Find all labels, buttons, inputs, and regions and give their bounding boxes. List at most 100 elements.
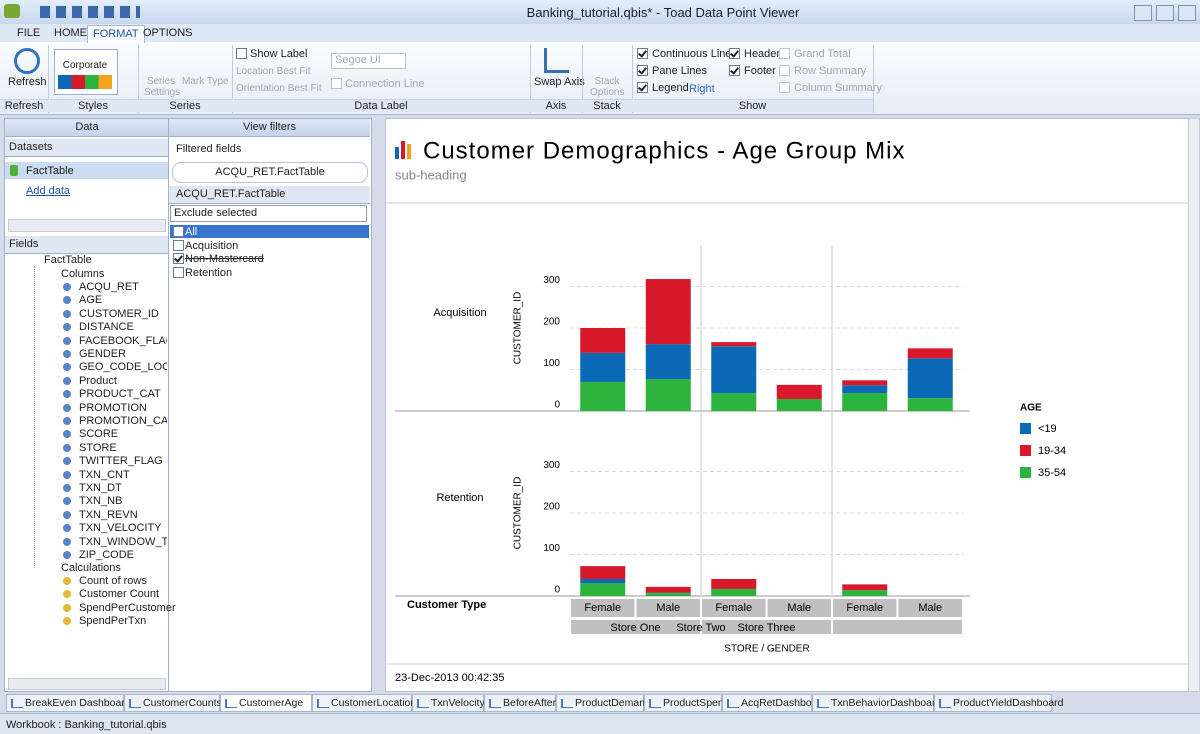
refresh-button[interactable]: Refresh [8,76,47,88]
row-label: Retention [436,492,483,504]
minimize-button[interactable] [1134,5,1152,21]
show-checkbox[interactable] [637,82,648,93]
workbook-tab[interactable]: CustomerAge [220,694,312,712]
workbook-tab[interactable]: ProductYieldDashboard [934,694,1052,712]
bar-segment [646,593,691,596]
filter-checkbox[interactable] [173,253,184,264]
calc-item[interactable]: SpendPerCustomer [79,602,176,614]
y-tick-label: 300 [543,460,560,471]
x-tick-label: Male [918,602,942,614]
scrollbar[interactable] [8,219,166,232]
show-label[interactable]: Show Label [250,48,308,60]
field-item[interactable]: CUSTOMER_ID [79,308,167,320]
field-item[interactable]: STORE [79,442,167,454]
tree-node: Columns [61,268,104,280]
legend-position[interactable]: Right [689,83,715,95]
y-tick-label: 0 [554,400,560,411]
field-item[interactable]: TXN_NB [79,495,167,507]
calc-item[interactable]: SpendPerTxn [79,615,146,627]
show-checkbox[interactable] [637,65,648,76]
bar-segment [842,584,887,590]
bar-segment [580,583,625,596]
show-option[interactable]: Header [744,48,780,60]
swap-axis[interactable]: Swap Axis [534,76,585,88]
legend-title: AGE [1020,403,1042,414]
tree-line [34,266,36,568]
filter-item[interactable]: Acquisition [185,240,238,252]
filter-checkbox[interactable] [173,226,184,237]
filtered-fields-label: Filtered fields [176,143,241,155]
ribbon-tab[interactable]: FILE [12,25,45,42]
field-item[interactable]: TWITTER_FLAG [79,455,167,467]
filter-item[interactable]: Retention [185,267,232,279]
field-icon [63,310,71,318]
field-item[interactable]: PROMOTION_CAT [79,415,167,427]
field-item[interactable]: FACEBOOK_FLAG [79,335,167,347]
ribbon-tab[interactable]: FORMAT [87,25,145,43]
show-checkbox[interactable] [637,48,648,59]
scrollbar[interactable] [1188,118,1200,692]
field-item[interactable]: ACQU_RET [79,281,167,293]
filtered-field[interactable]: ACQU_RET.FactTable [172,162,368,183]
maximize-button[interactable] [1156,5,1174,21]
field-item[interactable]: TXN_CNT [79,469,167,481]
workbook-tab[interactable]: CustomerLocation [312,694,412,712]
add-data-link[interactable]: Add data [26,185,70,197]
workbook-tab[interactable]: ProductDemand [556,694,644,712]
field-item[interactable]: TXN_WINDOW_TXI [79,536,167,548]
bar-segment [646,587,691,593]
field-item[interactable]: TXN_DT [79,482,167,494]
show-option[interactable]: Legend [652,82,689,94]
field-item[interactable]: TXN_REVN [79,509,167,521]
filter-checkbox[interactable] [173,267,184,278]
show-option[interactable]: Continuous Lines [652,48,737,60]
field-item[interactable]: PROMOTION [79,402,167,414]
field-item[interactable]: TXN_VELOCITY [79,522,167,534]
workbook-tab[interactable]: BreakEven Dashboard [6,694,124,712]
workbook-tab[interactable]: TxnBehaviorDashboard [812,694,934,712]
bar-segment [646,379,691,411]
filter-item[interactable]: All [185,226,197,238]
field-item[interactable]: ZIP_CODE [79,549,167,561]
field-item[interactable]: DISTANCE [79,321,167,333]
workbook-tab[interactable]: AcqRetDashboard [722,694,812,712]
field-item[interactable]: SCORE [79,428,167,440]
workbook-tab[interactable]: ProductSpend [644,694,722,712]
filter-mode[interactable]: Exclude selected [170,205,367,222]
dataset-name[interactable]: FactTable [26,165,74,177]
datasets-header: Datasets [5,139,169,157]
x-tick-label: Male [656,602,680,614]
show-checkbox[interactable] [729,65,740,76]
stack-options: Stack Options [590,76,624,98]
show-option: Column Summary [794,82,882,94]
ribbon-tab[interactable]: HOME [49,25,92,42]
data-panel-header: Data [5,119,169,137]
field-item[interactable]: PRODUCT_CAT [79,388,167,400]
calc-item[interactable]: Customer Count [79,588,159,600]
field-item[interactable]: GEO_CODE_LOCAT [79,361,167,373]
show-checkbox [779,48,790,59]
show-label-checkbox[interactable] [236,48,247,59]
show-checkbox[interactable] [729,48,740,59]
field-item[interactable]: Product [79,375,167,387]
swap-axis-icon[interactable] [544,48,569,73]
filter-item[interactable]: Non-Mastercard [185,253,264,265]
field-item[interactable]: AGE [79,294,167,306]
show-option[interactable]: Footer [744,65,776,77]
workbook-tab[interactable]: CustomerCounts [124,694,220,712]
calc-item[interactable]: Count of rows [79,575,147,587]
ribbon-tab[interactable]: OPTIONS [138,25,198,42]
store-label: Store Three [738,622,796,634]
workbook-tab[interactable]: BeforeAfter [484,694,556,712]
show-option[interactable]: Pane Lines [652,65,707,77]
scrollbar[interactable] [8,678,166,690]
title-icon [395,147,399,159]
close-button[interactable] [1178,5,1196,21]
field-item[interactable]: GENDER [79,348,167,360]
quick-access[interactable] [40,6,140,18]
filter-checkbox[interactable] [173,240,184,251]
chart-title: Customer Demographics - Age Group Mix [423,137,906,164]
workbook-tab[interactable]: TxnVelocity [412,694,484,712]
refresh-icon[interactable] [14,48,40,74]
